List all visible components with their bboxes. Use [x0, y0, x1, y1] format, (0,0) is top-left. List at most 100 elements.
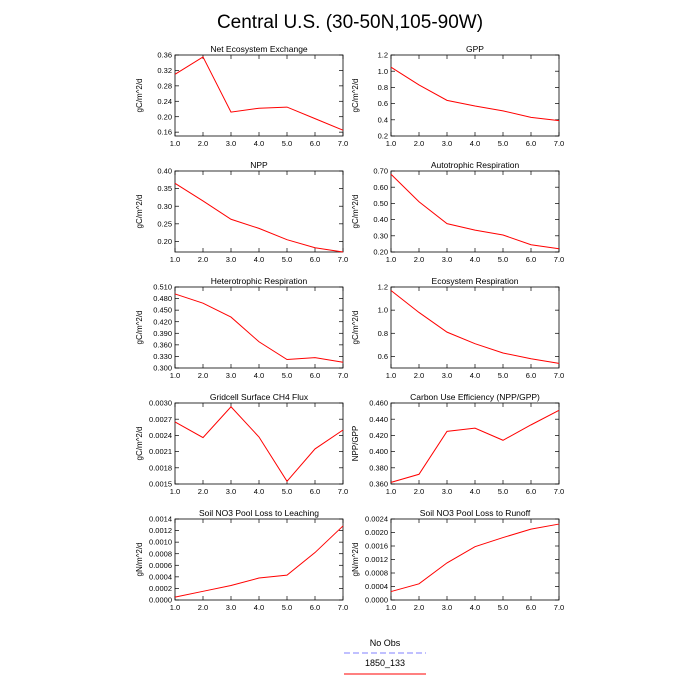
panel-soil-no3-pool-loss-to-leaching-title: Soil NO3 Pool Loss to Leaching	[199, 508, 319, 518]
panel-heterotrophic-respiration-xtick-label: 2.0	[198, 371, 208, 380]
panel-soil-no3-pool-loss-to-leaching-ylabel: gN/m^2/d	[135, 543, 144, 577]
panel-ecosystem-respiration-ytick-label: 0.6	[378, 352, 388, 361]
panel-net-ecosystem-exchange-ytick-label: 0.28	[157, 81, 172, 90]
panel-gridcell-surface-ch4-flux-title: Gridcell Surface CH4 Flux	[210, 392, 309, 402]
panel-soil-no3-pool-loss-to-runoff-xtick-label: 5.0	[498, 603, 508, 612]
panel-net-ecosystem-exchange-ytick-label: 0.32	[157, 66, 172, 75]
panel-heterotrophic-respiration-xtick-label: 1.0	[170, 371, 180, 380]
panel-npp-title: NPP	[250, 160, 268, 170]
figure-title: Central U.S. (30-50N,105-90W)	[217, 12, 483, 33]
panel-ecosystem-respiration-xtick-label: 6.0	[526, 371, 536, 380]
panel-heterotrophic-respiration-ytick-label: 0.330	[153, 352, 172, 361]
panel-soil-no3-pool-loss-to-runoff-ytick-label: 0.0008	[365, 569, 388, 578]
panel-gridcell-surface-ch4-flux-xtick-label: 6.0	[310, 487, 320, 496]
panel-soil-no3-pool-loss-to-leaching-ytick-label: 0.0014	[149, 515, 172, 524]
panel-carbon-use-efficiency-npp-gpp-xtick-label: 5.0	[498, 487, 508, 496]
panel-carbon-use-efficiency-npp-gpp-ytick-label: 0.360	[369, 480, 388, 489]
panel-gridcell-surface-ch4-flux-xtick-label: 7.0	[338, 487, 348, 496]
panel-net-ecosystem-exchange-xtick-label: 4.0	[254, 139, 264, 148]
legend-label-1850-133: 1850_133	[365, 658, 405, 668]
panel-npp: NPP 1.0 2.0 3.0 4.0 5.0 6.0 7.0 0.20 0.25 0.30 0.35…	[135, 160, 348, 264]
panel-heterotrophic-respiration-ytick-label: 0.450	[153, 306, 172, 315]
panel-npp-xtick-label: 5.0	[282, 255, 292, 264]
panel-soil-no3-pool-loss-to-leaching-ytick-label: 0.0002	[149, 584, 172, 593]
panel-autotrophic-respiration-ytick-label: 0.40	[373, 215, 388, 224]
panel-gpp-ytick-label: 0.2	[378, 132, 388, 141]
panel-gpp-ytick-label: 0.6	[378, 99, 388, 108]
panel-heterotrophic-respiration-ytick-label: 0.480	[153, 294, 172, 303]
panel-carbon-use-efficiency-npp-gpp-xtick-label: 7.0	[554, 487, 564, 496]
panel-soil-no3-pool-loss-to-leaching-xtick-label: 6.0	[310, 603, 320, 612]
panel-ecosystem-respiration-title: Ecosystem Respiration	[432, 276, 519, 286]
legend-label-no-obs: No Obs	[370, 638, 401, 648]
panel-carbon-use-efficiency-npp-gpp-ylabel: NPP/GPP	[351, 426, 360, 462]
panel-npp-xtick-label: 3.0	[226, 255, 236, 264]
panel-gridcell-surface-ch4-flux-ytick-label: 0.0021	[149, 447, 172, 456]
panel-net-ecosystem-exchange-title: Net Ecosystem Exchange	[210, 44, 308, 54]
panel-ecosystem-respiration-ytick-label: 1.0	[378, 306, 388, 315]
panel-gpp-xtick-label: 3.0	[442, 139, 452, 148]
panel-npp-ytick-label: 0.20	[157, 237, 172, 246]
panel-gpp-title: GPP	[466, 44, 484, 54]
panel-npp-xtick-label: 2.0	[198, 255, 208, 264]
panel-soil-no3-pool-loss-to-runoff-ytick-label: 0.0024	[365, 515, 388, 524]
panel-ecosystem-respiration: Ecosystem Respiration 1.0 2.0 3.0 4.0 5.0 6.0 7…	[351, 276, 564, 380]
panel-soil-no3-pool-loss-to-leaching-xtick-label: 4.0	[254, 603, 264, 612]
panel-carbon-use-efficiency-npp-gpp-series-line	[390, 409, 560, 483]
panel-net-ecosystem-exchange-ytick-label: 0.16	[157, 128, 172, 137]
panel-soil-no3-pool-loss-to-runoff-series-line	[390, 523, 560, 593]
panel-soil-no3-pool-loss-to-runoff-ytick-label: 0.0004	[365, 582, 388, 591]
panel-soil-no3-pool-loss-to-runoff-ytick-label: 0.0012	[365, 555, 388, 564]
panel-soil-no3-pool-loss-to-leaching-ytick-label: 0.0004	[149, 572, 172, 581]
panel-soil-no3-pool-loss-to-leaching-ytick-label: 0.0012	[149, 526, 172, 535]
panel-soil-no3-pool-loss-to-leaching: Soil NO3 Pool Loss to Leaching 1.0 2.0 3.0 4…	[135, 508, 348, 612]
panel-autotrophic-respiration-xtick-label: 1.0	[386, 255, 396, 264]
panel-soil-no3-pool-loss-to-runoff-frame	[390, 518, 560, 601]
panel-autotrophic-respiration-ytick-label: 0.60	[373, 183, 388, 192]
panel-npp-ytick-label: 0.30	[157, 202, 172, 211]
panel-autotrophic-respiration-ytick-label: 0.20	[373, 248, 388, 257]
panel-gridcell-surface-ch4-flux-xtick-label: 1.0	[170, 487, 180, 496]
panel-grid: Net Ecosystem Exchange 1.0 2.0 3.0 4.0 5.0 6.0…	[135, 44, 564, 612]
panel-heterotrophic-respiration-xtick-label: 3.0	[226, 371, 236, 380]
panel-gridcell-surface-ch4-flux-xtick-label: 2.0	[198, 487, 208, 496]
panel-soil-no3-pool-loss-to-leaching-xtick-label: 3.0	[226, 603, 236, 612]
panel-net-ecosystem-exchange-xtick-label: 6.0	[310, 139, 320, 148]
panel-soil-no3-pool-loss-to-leaching-ytick-label: 0.0000	[149, 596, 172, 605]
panel-carbon-use-efficiency-npp-gpp-ytick-label: 0.460	[369, 399, 388, 408]
panel-autotrophic-respiration-xtick-label: 6.0	[526, 255, 536, 264]
panel-net-ecosystem-exchange-xtick-label: 3.0	[226, 139, 236, 148]
panel-gpp-xtick-label: 2.0	[414, 139, 424, 148]
panel-net-ecosystem-exchange-ytick-label: 0.24	[157, 97, 172, 106]
panel-heterotrophic-respiration-xtick-label: 5.0	[282, 371, 292, 380]
panel-soil-no3-pool-loss-to-runoff-ytick-label: 0.0016	[365, 542, 388, 551]
panel-npp-frame	[174, 170, 344, 253]
panel-heterotrophic-respiration-xtick-label: 6.0	[310, 371, 320, 380]
panel-gpp: GPP 1.0 2.0 3.0 4.0 5.0 6.0 7.0 0.2 0.4 0.6 0.8 1.0 1…	[351, 44, 564, 148]
panel-gpp-ytick-label: 1.0	[378, 67, 388, 76]
panel-gpp-xtick-label: 5.0	[498, 139, 508, 148]
panel-soil-no3-pool-loss-to-leaching-xtick-label: 5.0	[282, 603, 292, 612]
panel-heterotrophic-respiration-ylabel: gC/m^2/d	[135, 311, 144, 345]
panel-autotrophic-respiration: Autotrophic Respiration 1.0 2.0 3.0 4.0 5.0 6.…	[351, 160, 564, 264]
panel-autotrophic-respiration-frame	[390, 170, 560, 253]
panel-carbon-use-efficiency-npp-gpp-xtick-label: 2.0	[414, 487, 424, 496]
panel-heterotrophic-respiration-ytick-label: 0.510	[153, 283, 172, 292]
panel-net-ecosystem-exchange-xtick-label: 7.0	[338, 139, 348, 148]
panel-gridcell-surface-ch4-flux-ytick-label: 0.0027	[149, 415, 172, 424]
panel-heterotrophic-respiration: Heterotrophic Respiration 1.0 2.0 3.0 4.0 5.0…	[135, 276, 348, 380]
panel-net-ecosystem-exchange-ytick-label: 0.36	[157, 51, 172, 60]
panel-autotrophic-respiration-xtick-label: 2.0	[414, 255, 424, 264]
panel-net-ecosystem-exchange: Net Ecosystem Exchange 1.0 2.0 3.0 4.0 5.0 6.0…	[135, 44, 348, 148]
panel-gridcell-surface-ch4-flux-frame	[174, 402, 344, 485]
panel-net-ecosystem-exchange-series-line	[174, 56, 344, 131]
panel-npp-xtick-label: 4.0	[254, 255, 264, 264]
panel-heterotrophic-respiration-ytick-label: 0.300	[153, 364, 172, 373]
panel-soil-no3-pool-loss-to-leaching-frame	[174, 518, 344, 601]
panel-ecosystem-respiration-xtick-label: 7.0	[554, 371, 564, 380]
panel-carbon-use-efficiency-npp-gpp-xtick-label: 4.0	[470, 487, 480, 496]
panel-gpp-xtick-label: 6.0	[526, 139, 536, 148]
panel-soil-no3-pool-loss-to-runoff-ytick-label: 0.0020	[365, 528, 388, 537]
panel-soil-no3-pool-loss-to-runoff: Soil NO3 Pool Loss to Runoff 1.0 2.0 3.0 4.0…	[351, 508, 564, 612]
panel-autotrophic-respiration-ytick-label: 0.30	[373, 231, 388, 240]
